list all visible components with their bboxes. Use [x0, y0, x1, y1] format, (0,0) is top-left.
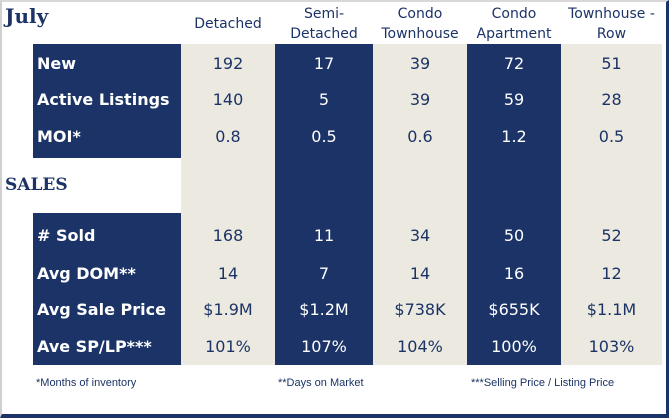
sales-label-band [33, 213, 181, 365]
column-header-line1: Condo [397, 6, 443, 22]
listings-label-band [33, 44, 181, 158]
column-header-line1: Condo [491, 6, 537, 22]
column-header-line2: Townhouse [381, 26, 459, 42]
cell-condo-townhouse: 34 [409, 226, 431, 245]
row-label: Active Listings [37, 90, 170, 109]
cell-condo-apartment: 72 [503, 54, 525, 73]
cell-condo-apartment: $655K [488, 300, 540, 319]
cell-detached: 14 [217, 264, 239, 283]
cell-townhouse-row: 103% [588, 337, 635, 356]
cell-condo-townhouse: $738K [394, 300, 446, 319]
cell-detached: 0.8 [215, 127, 241, 146]
cell-condo-apartment: 1.2 [501, 127, 527, 146]
cell-semi-detached: 5 [318, 90, 330, 109]
column-header-line2: Apartment [476, 26, 552, 42]
column-header-semi-detached: Semi- Detached [275, 4, 373, 44]
cell-condo-apartment: 59 [503, 90, 525, 109]
cell-semi-detached: $1.2M [299, 300, 349, 319]
footnote-dom: **Days on Market [278, 377, 364, 389]
row-label: Avg DOM** [37, 264, 136, 283]
cell-townhouse-row: 28 [601, 90, 622, 109]
cell-semi-detached: 107% [301, 337, 347, 356]
cell-townhouse-row: 52 [601, 226, 622, 245]
cell-condo-townhouse: 104% [397, 337, 443, 356]
row-label: New [37, 54, 77, 73]
row-label: # Sold [37, 226, 96, 245]
column-band-condo-townhouse [373, 44, 467, 365]
cell-condo-apartment: 100% [491, 337, 537, 356]
column-header-line2: Row [596, 26, 627, 42]
column-band-detached [181, 44, 275, 365]
cell-detached: 168 [212, 226, 244, 245]
row-label: MOI* [37, 127, 81, 146]
cell-semi-detached: 11 [313, 226, 335, 245]
cell-condo-townhouse: 39 [409, 54, 431, 73]
cell-condo-apartment: 50 [503, 226, 525, 245]
cell-detached: 140 [212, 90, 244, 109]
cell-detached: $1.9M [203, 300, 253, 319]
sales-heading: SALES [5, 175, 68, 195]
cell-semi-detached: 0.5 [311, 127, 337, 146]
column-header-line2: Detached [290, 26, 358, 42]
column-band-semi-detached [275, 44, 373, 365]
column-header-condo-apartment: Condo Apartment [467, 4, 561, 44]
cell-townhouse-row: $1.1M [586, 300, 637, 319]
column-header-line1: Semi- [303, 6, 345, 22]
cell-detached: 101% [205, 337, 251, 356]
cell-semi-detached: 7 [318, 264, 330, 283]
row-label: Ave SP/LP*** [37, 337, 152, 356]
cell-detached: 192 [212, 54, 244, 73]
column-header-detached: Detached [181, 4, 275, 44]
cell-townhouse-row: 12 [601, 264, 622, 283]
column-header-line1: Detached [194, 16, 262, 32]
cell-condo-townhouse: 14 [409, 264, 431, 283]
cell-townhouse-row: 51 [601, 54, 622, 73]
cell-condo-townhouse: 0.6 [407, 127, 433, 146]
column-header-condo-townhouse: Condo Townhouse [373, 4, 467, 44]
column-band-condo-apartment [467, 44, 561, 365]
row-label: Avg Sale Price [37, 300, 166, 319]
page-title: July [5, 4, 49, 28]
cell-condo-townhouse: 39 [409, 90, 431, 109]
column-header-townhouse-row: Townhouse - Row [561, 4, 662, 44]
column-band-townhouse-row [561, 44, 662, 365]
footnote-splp: ***Selling Price / Listing Price [471, 377, 615, 389]
cell-semi-detached: 17 [313, 54, 335, 73]
cell-condo-apartment: 16 [503, 264, 525, 283]
column-header-line1: Townhouse - [568, 6, 655, 22]
footnote-moi: *Months of inventory [36, 377, 137, 389]
cell-townhouse-row: 0.5 [598, 127, 625, 146]
